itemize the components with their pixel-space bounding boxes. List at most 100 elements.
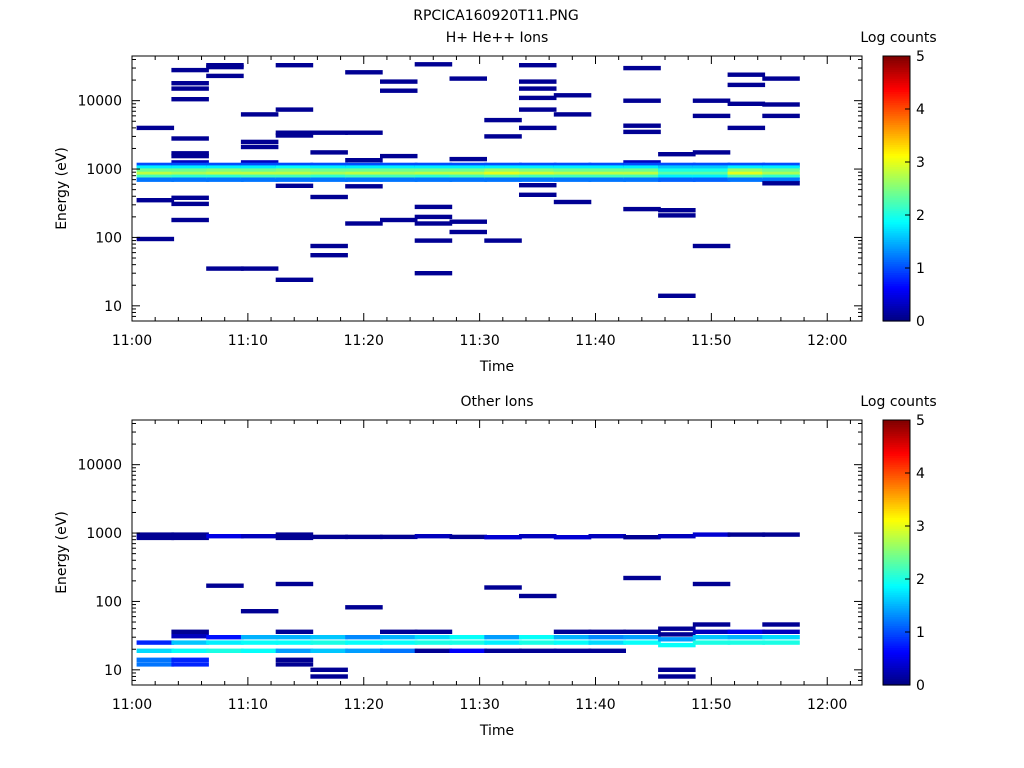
colorbar-swatch	[883, 175, 910, 179]
heatmap-cell	[519, 79, 557, 84]
heatmap-cell	[275, 130, 314, 135]
heatmap-cell	[588, 534, 626, 539]
colorbar-swatch	[883, 265, 910, 269]
heatmap-cell	[240, 648, 279, 653]
heatmap-cell	[484, 585, 522, 590]
colorbar-swatch	[883, 203, 910, 207]
heatmap-cell	[762, 76, 800, 81]
colorbar-swatch	[883, 250, 910, 254]
heatmap-cell	[623, 535, 661, 540]
colorbar-tick-label: 0	[916, 314, 925, 330]
heatmap-cell	[692, 162, 731, 168]
heatmap-cell	[171, 174, 209, 179]
colorbar-swatch	[883, 164, 910, 168]
heatmap-cell	[692, 640, 731, 645]
colorbar-swatch	[883, 312, 910, 315]
heatmap-cell	[692, 113, 731, 119]
heatmap-cell	[484, 117, 522, 123]
heatmap-cell	[727, 635, 766, 640]
colorbar-swatch	[883, 435, 910, 439]
colorbar-swatch	[883, 69, 910, 73]
colorbar-swatch	[883, 239, 910, 243]
heatmap-cell	[380, 88, 418, 93]
heatmap-cell	[345, 162, 383, 168]
colorbar-swatch	[883, 479, 910, 483]
colorbar-swatch	[883, 290, 910, 293]
colorbar-swatch	[883, 78, 910, 81]
colorbar-swatch	[883, 523, 910, 527]
heatmap-cell	[623, 168, 661, 173]
colorbar-swatch	[883, 678, 910, 682]
colorbar-swatch	[883, 629, 910, 633]
colorbar-swatch	[883, 561, 910, 565]
colorbar-swatch	[883, 184, 910, 187]
plot-frame	[131, 419, 863, 686]
colorbar-swatch	[883, 234, 910, 238]
colorbar-swatch	[883, 142, 910, 145]
heatmap-cell	[658, 165, 696, 170]
colorbar-swatch	[883, 201, 910, 205]
heatmap-cell	[171, 86, 209, 91]
heatmap-cell	[762, 174, 800, 179]
heatmap-cell	[206, 165, 244, 170]
colorbar-swatch	[883, 649, 910, 653]
heatmap-cell	[414, 204, 453, 210]
heatmap-cell	[623, 575, 661, 581]
heatmap-cell	[658, 626, 696, 631]
heatmap-cell	[484, 134, 522, 139]
colorbar-swatch	[883, 212, 910, 216]
heatmap-cell	[380, 629, 418, 634]
heatmap-cell	[345, 174, 383, 179]
colorbar-swatch	[883, 122, 910, 126]
heatmap-cell	[519, 534, 557, 539]
heatmap-cell	[692, 532, 731, 537]
heatmap-cell	[519, 635, 557, 640]
heatmap-cell	[553, 93, 592, 98]
colorbar-swatch	[883, 461, 910, 465]
heatmap-cell	[519, 125, 557, 131]
colorbar-swatch	[883, 188, 910, 192]
heatmap-cell	[519, 86, 557, 91]
heatmap-cell	[519, 177, 557, 182]
heatmap-cell	[727, 171, 766, 177]
heatmap-cell	[553, 199, 592, 205]
heatmap-cell	[553, 165, 592, 170]
colorbar-swatch	[883, 298, 910, 302]
heatmap-cell	[553, 112, 592, 117]
heatmap-cell	[484, 238, 522, 243]
heatmap-cell	[136, 532, 175, 537]
heatmap-cell	[727, 72, 766, 77]
colorbar-swatch	[883, 514, 910, 518]
heatmap-cell	[449, 219, 487, 224]
colorbar-swatch	[883, 67, 910, 70]
colorbar: 0 1 2 3 4 5 Log counts	[860, 30, 936, 330]
colorbar-swatch	[883, 473, 910, 476]
heatmap-cell	[484, 165, 522, 170]
colorbar-swatch	[883, 534, 910, 538]
colorbar-swatch	[883, 228, 910, 232]
heatmap-cell	[345, 168, 383, 173]
colorbar-tick-label: 0	[916, 678, 925, 694]
heatmap-cell	[310, 674, 348, 679]
heatmap-cell	[345, 70, 383, 75]
heatmap-cell	[310, 150, 348, 155]
colorbar-swatch	[883, 219, 910, 223]
colorbar-swatch	[883, 614, 910, 618]
heatmap-cell	[206, 640, 244, 645]
colorbar-swatch	[883, 484, 910, 487]
y-tick-label: 10	[104, 299, 122, 315]
heatmap-cell	[310, 171, 348, 177]
x-tick-label: 11:00	[112, 333, 152, 349]
heatmap-cell	[275, 532, 314, 537]
heatmap-cell	[692, 622, 731, 627]
colorbar-swatch	[883, 195, 910, 198]
colorbar-swatch	[883, 208, 910, 212]
heatmap-cell	[762, 635, 800, 640]
colorbar-swatch	[883, 497, 910, 501]
heatmap-cell	[519, 95, 557, 101]
heatmap-cell	[171, 136, 209, 141]
colorbar-swatch	[883, 210, 910, 214]
heatmap-cell	[623, 629, 661, 634]
heatmap-cell	[171, 217, 209, 223]
heatmap-cell	[762, 177, 800, 182]
